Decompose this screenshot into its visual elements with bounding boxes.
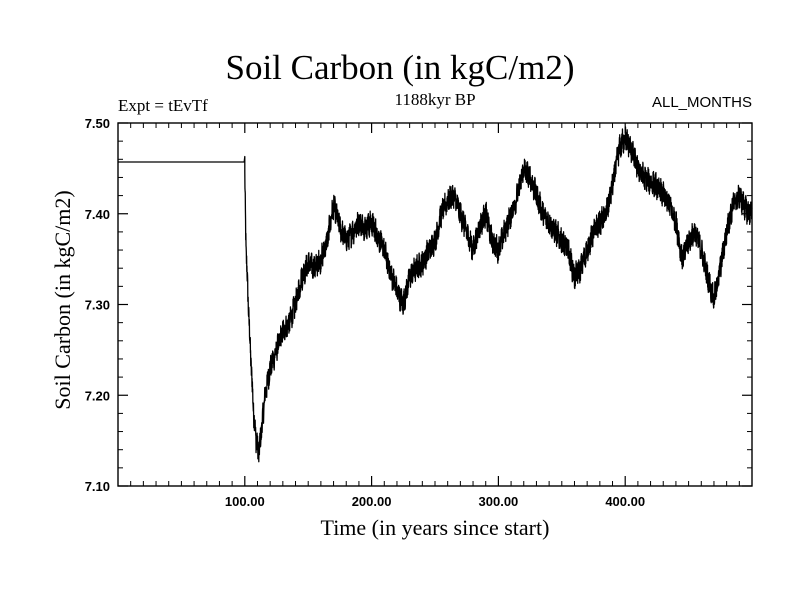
y-tick-label: 7.40 (85, 207, 110, 222)
x-tick-label: 100.00 (225, 494, 265, 509)
chart-title: Soil Carbon (in kgC/m2) (225, 48, 575, 87)
plot-frame (117, 122, 753, 487)
x-tick-label: 200.00 (352, 494, 392, 509)
months-label: ALL_MONTHS (651, 94, 752, 111)
experiment-label: Expt = tEvTf (118, 96, 208, 115)
series-layer (118, 126, 753, 463)
y-tick-label: 7.30 (85, 298, 110, 313)
axis-layer: 100.00 200.00 300.00 400.00 7.10 7.20 7.30 7.40… (85, 116, 752, 509)
y-tick-label: 7.10 (85, 479, 110, 494)
x-tick-label: 400.00 (605, 494, 645, 509)
x-tick-label: 300.00 (479, 494, 519, 509)
y-tick-label: 7.20 (85, 388, 110, 403)
y-axis-label: Soil Carbon (in kgC/m2) (50, 190, 75, 410)
y-tick-label: 7.50 (85, 116, 110, 131)
series-line (118, 126, 753, 463)
x-axis-label: Time (in years since start) (320, 515, 550, 540)
chart-subtitle: 1188kyr BP (394, 90, 476, 109)
